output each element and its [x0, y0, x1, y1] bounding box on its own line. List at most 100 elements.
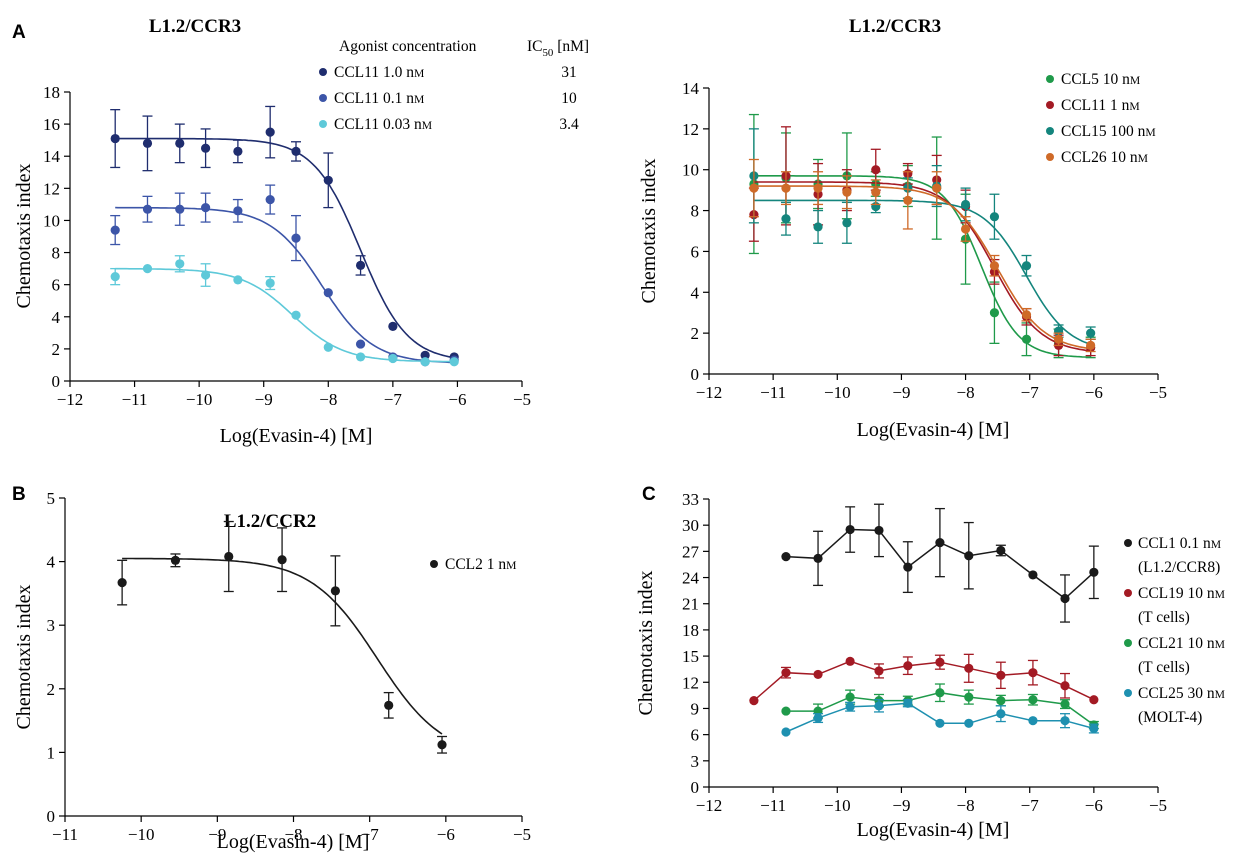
data-point — [781, 552, 791, 562]
panel-c-chart: −12 −11 −10 −9 −8 −7 −6 −5 0 3 6 9 12 15 18 21 24 27 30 33 L… — [635, 484, 1225, 841]
y-tick-label: 6 — [52, 276, 61, 295]
legend-label: CCL26 10 nM — [1061, 149, 1148, 166]
legend-marker — [1124, 639, 1132, 647]
data-point — [960, 199, 971, 210]
y-tick-label: 27 — [682, 542, 700, 561]
chart-title: L1.2/CCR3 — [149, 16, 241, 37]
data-point — [277, 555, 287, 565]
data-point — [330, 586, 340, 596]
data-point — [110, 133, 120, 144]
x-tick-label: −8 — [319, 390, 337, 409]
y-tick-label: 5 — [47, 489, 56, 508]
legend-marker — [1046, 153, 1054, 161]
data-point — [1021, 310, 1032, 320]
data-point — [142, 264, 153, 274]
y-tick-label: 12 — [682, 673, 699, 692]
fit-curve — [115, 267, 455, 363]
data-point — [996, 709, 1006, 719]
data-point — [233, 275, 243, 285]
y-tick-label: 24 — [682, 569, 700, 588]
data-point — [175, 204, 185, 214]
data-point — [964, 718, 974, 728]
legend-marker — [319, 94, 327, 102]
data-point — [871, 187, 881, 197]
data-point — [935, 538, 945, 548]
fit-curve — [753, 181, 1091, 352]
panel-label: A — [12, 22, 26, 43]
data-point — [1060, 681, 1070, 691]
data-point — [781, 214, 791, 224]
data-point — [1089, 695, 1099, 705]
legend-marker — [319, 68, 327, 76]
data-point — [1021, 334, 1032, 344]
data-point — [813, 713, 823, 723]
panel-label: B — [12, 484, 26, 505]
series-4 — [748, 158, 1096, 353]
series-3 — [110, 255, 459, 367]
panel-b-chart: −11 −10 −9 −8 −7 −6 −5 0 1 2 3 4 5 Log(Evasin-4) [M] C… — [12, 484, 531, 853]
y-tick-label: 2 — [47, 680, 56, 699]
x-tick-label: −9 — [255, 390, 273, 409]
x-tick-label: −10 — [824, 383, 851, 402]
data-point — [781, 706, 791, 716]
data-point — [813, 669, 823, 680]
x-axis-label: Log(Evasin-4) [M] — [217, 831, 370, 853]
y-tick-label: 10 — [43, 211, 60, 230]
data-point — [233, 206, 243, 216]
data-point — [355, 339, 366, 349]
series-1 — [781, 503, 1099, 623]
y-tick-label: 3 — [691, 752, 700, 771]
x-tick-label: −8 — [957, 796, 975, 815]
y-tick-label: 6 — [691, 242, 700, 261]
legend-label: CCL11 1.0 nM — [334, 64, 424, 81]
y-tick-label: 0 — [691, 365, 700, 384]
series-1 — [110, 105, 459, 362]
x-tick-label: −11 — [760, 796, 786, 815]
data-point — [903, 195, 913, 205]
data-point — [932, 183, 942, 193]
series-4 — [781, 698, 1099, 737]
data-point — [265, 127, 275, 137]
x-tick-label: −7 — [384, 390, 403, 409]
data-point — [871, 165, 881, 175]
data-point — [874, 701, 884, 711]
legend: CCL1 0.1 nM (L1.2/CCR8) CCL19 10 nM (T cell… — [1124, 535, 1225, 726]
fit-curve — [753, 185, 1091, 350]
y-tick-label: 1 — [47, 743, 56, 762]
data-point — [781, 727, 791, 737]
legend-marker — [1124, 589, 1132, 597]
y-tick-label: 8 — [691, 202, 700, 221]
data-point — [110, 225, 120, 235]
y-tick-label: 14 — [43, 147, 61, 166]
y-tick-label: 12 — [682, 120, 699, 139]
data-point — [1089, 567, 1099, 577]
legend: CCL2 1 nM — [430, 556, 516, 573]
data-point — [201, 270, 211, 280]
data-point — [749, 696, 759, 706]
data-point — [175, 138, 185, 148]
fit-curve — [115, 137, 455, 359]
legend-label: CCL21 10 nM — [1138, 635, 1225, 652]
x-tick-label: −5 — [513, 825, 531, 844]
fit-curve — [753, 199, 1091, 346]
x-tick-label: −8 — [284, 825, 302, 844]
x-tick-label: −12 — [57, 390, 84, 409]
data-point — [1089, 723, 1099, 734]
data-point — [233, 146, 243, 157]
y-tick-label: 4 — [52, 308, 61, 327]
x-tick-label: −10 — [824, 796, 851, 815]
data-point — [845, 656, 855, 666]
y-tick-label: 18 — [43, 83, 60, 102]
data-point — [420, 350, 430, 360]
y-tick-label: 3 — [47, 616, 56, 635]
data-point — [388, 353, 398, 364]
x-tick-label: −12 — [696, 383, 723, 402]
data-point — [110, 272, 120, 282]
series-3 — [748, 128, 1096, 346]
data-point — [291, 146, 301, 157]
legend-sublabel: (MOLT-4) — [1138, 709, 1202, 726]
x-tick-label: −7 — [361, 825, 380, 844]
y-tick-label: 0 — [52, 372, 61, 391]
data-point — [449, 357, 459, 367]
x-axis-label: Log(Evasin-4) [M] — [857, 819, 1010, 841]
